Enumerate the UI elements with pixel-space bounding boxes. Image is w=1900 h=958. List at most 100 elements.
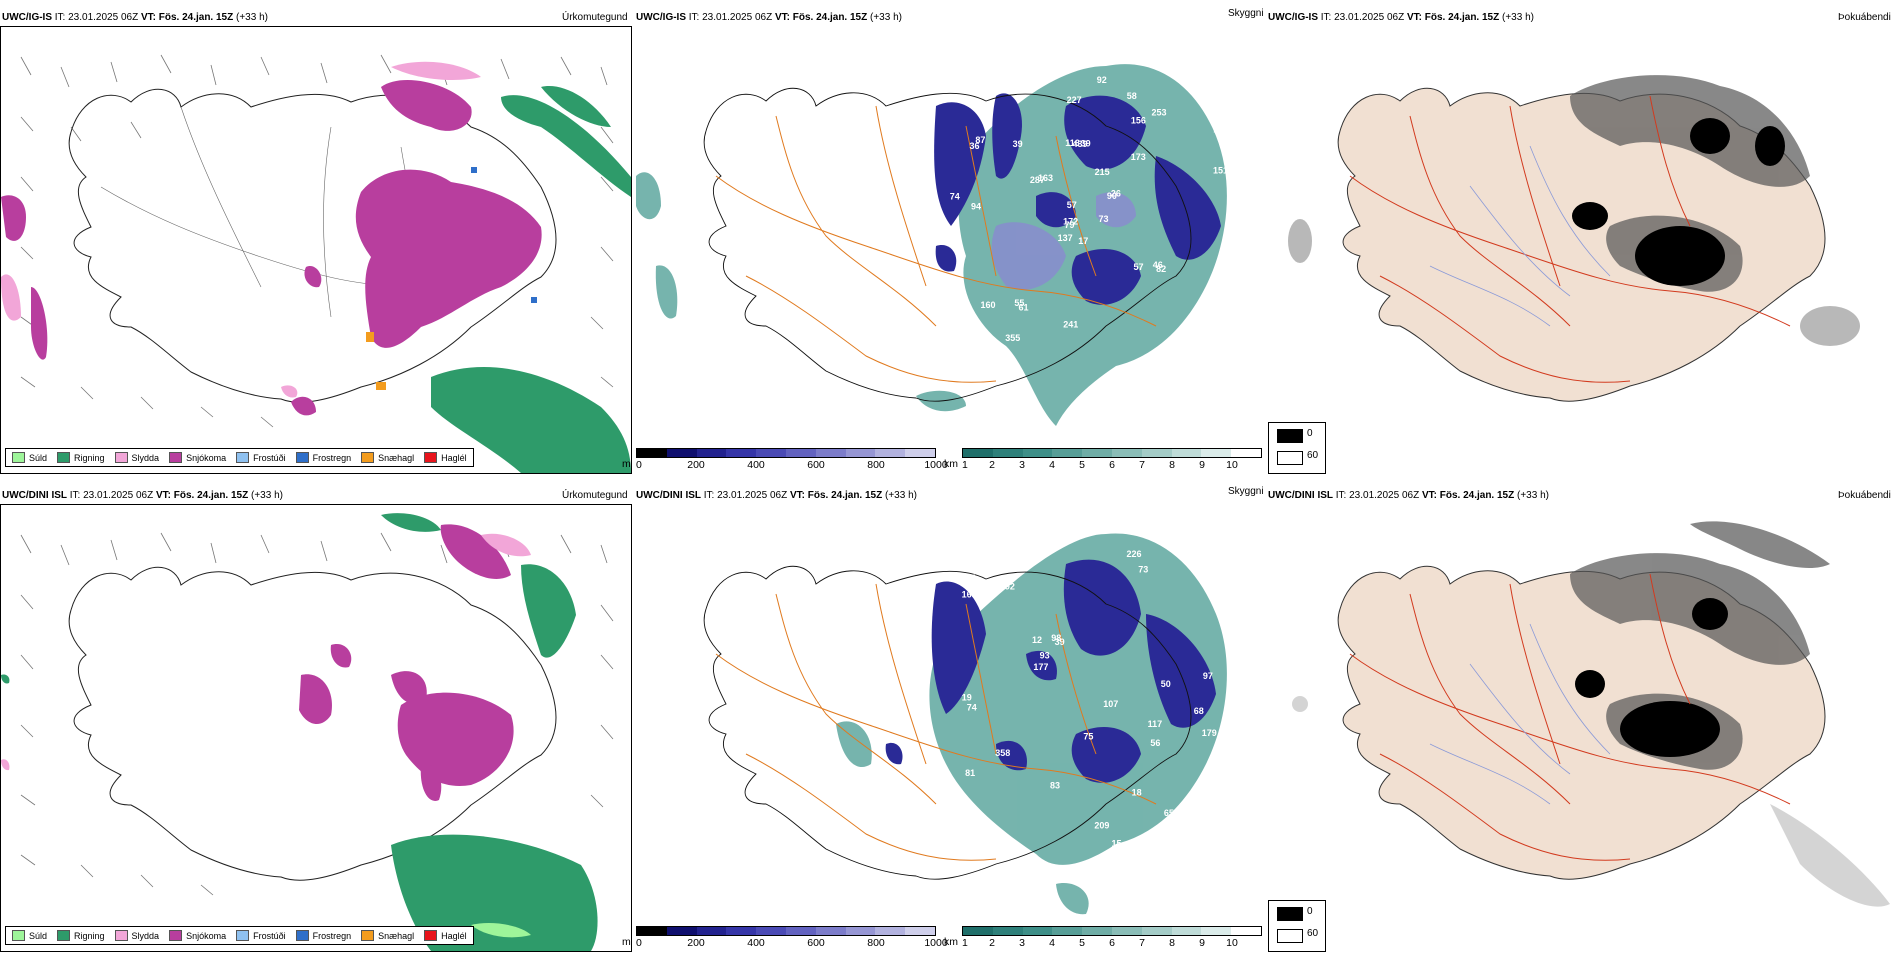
row-header-left: UWC/IG-IS IT: 23.01.2025 06Z VT: Fös. 24…	[2, 12, 268, 23]
colorbar-tick-label: 2	[989, 937, 995, 949]
ceiling-label: 61	[1019, 302, 1029, 312]
legend-swatch	[424, 930, 438, 941]
colorbar-segment	[963, 927, 993, 935]
ceiling-label: 226	[1127, 549, 1142, 559]
land-fill	[1337, 565, 1826, 880]
legend-swatch	[295, 930, 309, 941]
colorbar-segment	[726, 927, 757, 935]
iceland-outline	[68, 566, 557, 881]
colorbar-tick-label: 9	[1199, 459, 1205, 471]
ceiling-label: 209	[1094, 820, 1109, 830]
roads-red	[1349, 95, 1791, 383]
ceiling-label: 73	[1138, 565, 1148, 575]
legend-item: Haglél	[424, 452, 467, 463]
legend-item: Snjókoma	[169, 930, 226, 941]
precip-snow-areas	[299, 524, 514, 801]
colorbar-segment	[1201, 927, 1232, 935]
ceiling-label: 59	[971, 812, 981, 822]
visibility-colorbar-ticks: 1 2 3 4 5 6 7 8 9 10	[962, 459, 1262, 471]
ceiling-label: 18	[1132, 787, 1142, 797]
panel-title-visibility: Skyggni	[1228, 486, 1264, 497]
colorbar-segment	[756, 927, 786, 935]
colorbar-tick-label: 600	[807, 459, 825, 471]
legend-item: Haglél	[424, 930, 467, 941]
row-header-right: UWC/IG-IS IT: 23.01.2025 06Z VT: Fös. 24…	[1268, 12, 1534, 23]
colorbar-segment	[905, 449, 935, 457]
panel-title-precip-type: Úrkomutegund	[562, 490, 628, 501]
ceiling-label: 117	[1148, 719, 1163, 729]
forecast-row-ig: UWC/IG-IS IT: 23.01.2025 06Z VT: Fös. 24…	[0, 8, 1900, 480]
visibility-colorbar: 1 2 3 4 5 6 7 8 9 10 km	[944, 448, 1262, 474]
row-header-left: UWC/DINI ISL IT: 23.01.2025 06Z VT: Fös.…	[2, 490, 283, 501]
colorbar-segment	[756, 449, 786, 457]
legend-swatch	[114, 452, 128, 463]
legend-swatch	[57, 452, 71, 463]
colorbar-segment	[1022, 449, 1053, 457]
legend-item: Snjókoma	[169, 452, 226, 463]
legend-swatch	[361, 930, 375, 941]
colorbar-segment	[1052, 449, 1083, 457]
colorbar-tick-label: 1	[962, 937, 968, 949]
colorbar-segment	[992, 927, 1023, 935]
iceland-outline-2	[703, 87, 1192, 402]
ceiling-label: 81	[965, 768, 975, 778]
colorbar-segment	[1082, 927, 1112, 935]
ceiling-label: 156	[1131, 115, 1146, 125]
colorbar-tick-label: 5	[1079, 937, 1085, 949]
legend-item: Rigning	[57, 452, 105, 463]
visibility-colorbar-bar	[962, 448, 1262, 458]
ceiling-label: 253	[1152, 108, 1167, 118]
precip-rain-areas	[1, 513, 598, 951]
ceiling-label: 50	[1161, 679, 1171, 689]
fog-dense	[1575, 598, 1728, 757]
colorbar-tick-label: 2	[989, 459, 995, 471]
fog-legend-high-label: 60	[1307, 450, 1319, 461]
ceiling-label: 227	[1067, 95, 1082, 105]
colorbar-tick-label: 400	[747, 937, 765, 949]
ceiling-label: 39	[1081, 139, 1091, 149]
ceiling-label: 74	[950, 192, 960, 202]
colorbar-tick-label: 8	[1169, 937, 1175, 949]
ceiling-label: 56	[1009, 562, 1019, 572]
colorbar-tick-label: 800	[867, 459, 885, 471]
panel-title-fog: Þokuábendi	[1838, 12, 1891, 23]
colorbar-tick-label: 0	[636, 459, 642, 471]
colorbar-segment	[875, 449, 906, 457]
precip-legend: Súld Rigning Slydda Snjókoma Frostúði Fr…	[5, 926, 474, 945]
ceiling-label: 124	[985, 364, 1000, 374]
legend-swatch	[295, 452, 309, 463]
roads-grey	[100, 106, 442, 318]
colorbar-segment	[815, 927, 846, 935]
legend-swatch	[236, 930, 250, 941]
fog-map-svg	[1288, 75, 1860, 402]
ceiling-label: 120	[1213, 125, 1228, 135]
colorbar-segment	[726, 449, 757, 457]
precip-type-map-svg	[1, 54, 631, 473]
ceiling-label: 97	[1203, 671, 1213, 681]
precip-legend: Súld Rigning Slydda Snjókoma Frostúði Fr…	[5, 448, 474, 467]
ceiling-label: 39	[1013, 139, 1023, 149]
cloudbase-colorbar-bar	[636, 926, 936, 936]
legend-item: Frostregn	[295, 930, 351, 941]
ceiling-label: 65	[1164, 808, 1174, 818]
fog-legend-high-swatch	[1277, 451, 1303, 465]
legend-swatch	[57, 930, 71, 941]
colorbar-tick-label: 200	[687, 459, 705, 471]
legend-item: Rigning	[57, 930, 105, 941]
ceiling-label: 287	[1030, 175, 1045, 185]
ceiling-label: 15	[1112, 839, 1122, 849]
ceiling-label: 179	[1202, 728, 1217, 738]
legend-item: Súld	[12, 452, 47, 463]
visibility-colorbar-ticks: 1 2 3 4 5 6 7 8 9 10	[962, 937, 1262, 949]
colorbar-segment	[1201, 449, 1232, 457]
precip-mixed-dots	[366, 167, 537, 390]
colorbar-segment	[666, 449, 697, 457]
fog-legend-low-label: 0	[1307, 906, 1313, 917]
legend-swatch	[361, 452, 375, 463]
ceiling-label: 12	[1032, 635, 1042, 645]
rivers-blue	[1429, 145, 1611, 327]
visibility-map-svg: 17 36 79 96 90 61 58 39 156 73 10 73 94 120 137 173 124 1…	[636, 64, 1228, 426]
colorbar-segment	[1022, 927, 1053, 935]
colorbar-tick-label: 400	[747, 459, 765, 471]
ceiling-label: 94	[971, 201, 981, 211]
